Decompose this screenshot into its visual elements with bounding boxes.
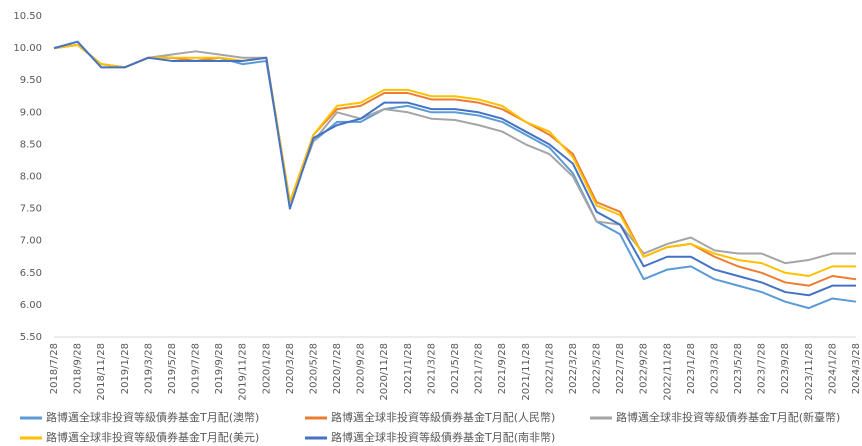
x-tick-label: 2022/5/28	[592, 343, 603, 394]
y-tick-label: 8.50	[20, 139, 42, 150]
series-line	[53, 43, 857, 310]
x-tick-label: 2024/1/28	[827, 343, 838, 394]
x-tick-label: 2023/1/28	[686, 343, 697, 394]
x-tick-label: 2020/11/28	[379, 343, 390, 401]
x-tick-label: 2020/3/28	[285, 343, 296, 394]
series-line	[53, 40, 856, 297]
legend-label: 路博邁全球非投資等級債券基金T月配(新臺幣)	[616, 410, 840, 424]
series-line	[53, 43, 856, 278]
y-tick-label: 7.00	[20, 236, 42, 247]
x-tick-label: 2023/5/28	[733, 343, 744, 394]
x-tick-label: 2023/7/28	[757, 343, 768, 394]
x-tick-label: 2020/7/28	[332, 343, 343, 394]
x-tick-label: 2023/3/28	[709, 343, 720, 394]
series-line	[53, 43, 856, 265]
x-tick-label: 2020/9/28	[356, 343, 367, 394]
x-tick-label: 2018/9/28	[73, 343, 84, 394]
legend-label: 路博邁全球非投資等級債券基金T月配(南非幣)	[331, 430, 555, 444]
x-tick-label: 2021/11/28	[521, 343, 532, 401]
x-tick-label: 2018/7/28	[49, 343, 60, 394]
x-tick-label: 2021/3/28	[426, 343, 437, 394]
y-tick-label: 6.50	[20, 268, 42, 279]
x-tick-label: 2018/11/28	[96, 343, 107, 401]
y-tick-label: 9.50	[20, 75, 42, 86]
x-tick-label: 2019/7/28	[191, 343, 202, 394]
x-tick-label: 2023/11/28	[804, 343, 815, 401]
x-tick-label: 2019/3/28	[143, 343, 154, 394]
y-tick-label: 9.00	[20, 107, 42, 118]
legend-label: 路博邁全球非投資等級債券基金T月配(人民幣)	[331, 410, 555, 424]
x-tick-label: 2020/1/28	[261, 343, 272, 394]
x-tick-label: 2022/1/28	[544, 343, 555, 394]
x-tick-label: 2019/9/28	[214, 343, 225, 394]
x-tick-label: 2023/9/28	[780, 343, 791, 394]
y-tick-label: 5.50	[20, 332, 42, 343]
x-tick-label: 2021/9/28	[497, 343, 508, 394]
x-tick-label: 2022/3/28	[568, 343, 579, 394]
legend-label: 路博邁全球非投資等級債券基金T月配(澳幣)	[46, 410, 259, 424]
series-line	[53, 43, 857, 287]
x-tick-label: 2021/1/28	[403, 343, 414, 394]
x-tick-label: 2019/5/28	[167, 343, 178, 394]
x-tick-label: 2022/11/28	[662, 343, 673, 401]
y-tick-label: 7.50	[20, 204, 42, 215]
x-tick-label: 2020/5/28	[308, 343, 319, 394]
x-tick-label: 2019/1/28	[120, 343, 131, 394]
x-tick-label: 2021/7/28	[474, 343, 485, 394]
x-tick-label: 2021/5/28	[450, 343, 461, 394]
x-tick-label: 2022/9/28	[639, 343, 650, 394]
y-tick-label: 6.00	[20, 300, 42, 311]
y-tick-label: 10.00	[13, 43, 42, 54]
x-tick-label: 2019/11/28	[238, 343, 249, 401]
x-tick-label: 2022/7/28	[615, 343, 626, 394]
legend-label: 路博邁全球非投資等級債券基金T月配(美元)	[46, 430, 259, 444]
x-tick-label: 2024/3/28	[851, 343, 862, 394]
y-tick-label: 8.00	[20, 172, 42, 183]
y-tick-label: 10.50	[13, 11, 42, 22]
